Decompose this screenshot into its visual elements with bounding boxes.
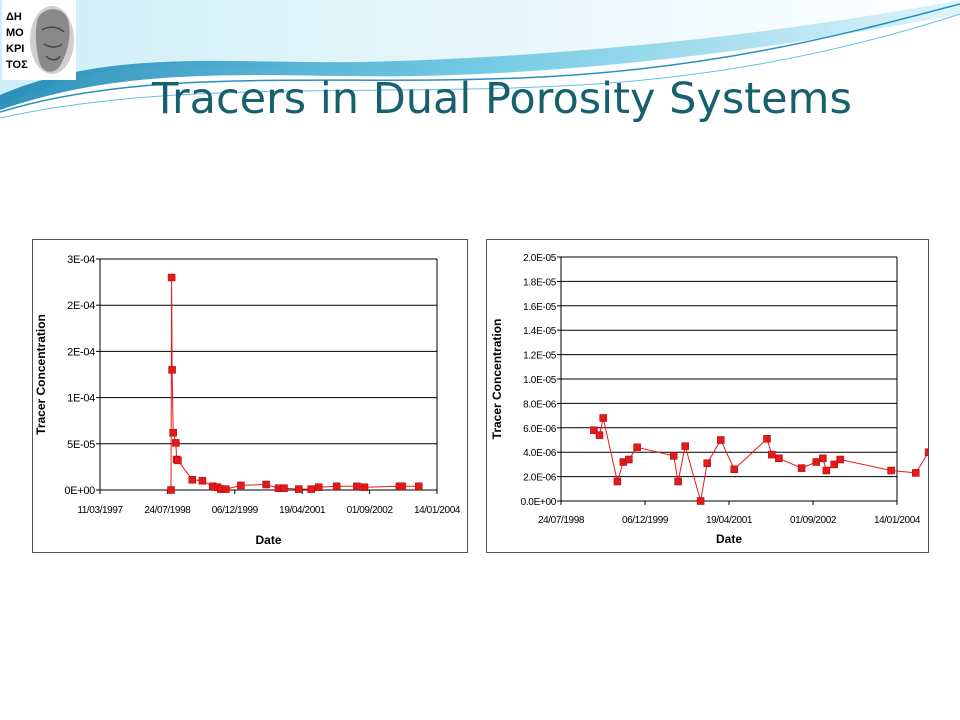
data-point (595, 431, 604, 439)
data-point (797, 464, 806, 472)
data-point (775, 454, 783, 463)
data-point (398, 482, 406, 491)
y-tick-label: 4.0E-06 (523, 448, 557, 459)
data-point (280, 484, 288, 492)
chart-1-svg: 0E+00 5E-05 1E-04 2E-04 2E-04 3E-04 11/03/1997… (34, 254, 461, 547)
data-point (172, 439, 180, 447)
x-tick-label: 19/04/2001 (706, 515, 753, 526)
x-tick-label: 06/12/1999 (622, 515, 669, 526)
data-point (768, 450, 776, 459)
y-tick-label: 1.8E-05 (523, 277, 557, 288)
chart-tracer-concentration-1: 0E+00 5E-05 1E-04 2E-04 2E-04 3E-04 11/03/1997… (32, 239, 468, 553)
x-tick-label: 06/12/1999 (212, 505, 259, 516)
y-tick-label: 2.0E-06 (523, 473, 557, 484)
data-point (669, 452, 678, 460)
logo-text-line1: ΔΗ (6, 11, 22, 23)
data-point (703, 459, 711, 467)
data-point (262, 480, 270, 489)
x-axis-title: Date (255, 533, 281, 547)
data-point (167, 486, 175, 494)
data-point (696, 497, 705, 505)
data-point (169, 428, 177, 437)
data-point (812, 458, 820, 466)
data-point (633, 443, 641, 452)
y-tick-label: 6.0E-06 (523, 424, 557, 435)
data-point (360, 483, 369, 491)
x-tick-label: 01/09/2002 (790, 515, 837, 526)
data-point (315, 483, 323, 491)
data-point (836, 455, 844, 464)
data-point (222, 485, 230, 493)
data-point (307, 485, 315, 493)
y-tick-label: 2E-04 (67, 346, 95, 358)
y-axis-title: Tracer Concentration (490, 319, 504, 440)
series-line (170, 277, 419, 491)
data-point (167, 273, 176, 282)
data-point (198, 477, 207, 485)
series-line (593, 417, 928, 502)
x-tick-label: 19/04/2001 (279, 505, 326, 516)
x-axis-title: Date (716, 532, 742, 546)
y-tick-label: 2E-04 (67, 300, 95, 312)
data-point (681, 442, 689, 450)
data-point (590, 426, 598, 434)
data-point (924, 448, 928, 456)
data-point (717, 436, 725, 444)
data-point (822, 466, 831, 475)
data-point (763, 435, 771, 443)
logo-text-line4: ΤΟΣ (6, 59, 28, 71)
chart-tracer-concentration-2: 0.0E+00 2.0E-06 4.0E-06 6.0E-06 8.0E-06 1.0E-… (486, 239, 929, 553)
y-tick-label: 1.2E-05 (523, 351, 557, 362)
data-point (887, 466, 895, 475)
data-point (613, 477, 622, 486)
data-point (912, 469, 920, 477)
data-point (237, 481, 245, 490)
data-point (415, 482, 423, 491)
y-tick-label: 1E-04 (67, 393, 95, 405)
data-point (730, 465, 738, 474)
y-tick-label: 0.0E+00 (521, 497, 557, 508)
data-point (674, 477, 682, 486)
slide-title: Tracers in Dual Porosity Systems (152, 74, 852, 124)
data-point (819, 454, 827, 463)
data-point (174, 456, 182, 465)
data-point (168, 366, 176, 374)
data-point (830, 460, 838, 469)
chart-2-svg: 0.0E+00 2.0E-06 4.0E-06 6.0E-06 8.0E-06 1.0E-… (490, 253, 928, 546)
y-tick-label: 2.0E-05 (523, 253, 557, 264)
y-tick-label: 5E-05 (67, 439, 95, 451)
y-tick-label: 1.0E-05 (523, 375, 557, 386)
data-point (332, 482, 341, 491)
data-point (599, 414, 607, 422)
y-tick-label: 1.6E-05 (523, 302, 557, 313)
y-tick-label: 3E-04 (67, 254, 95, 266)
x-tick-label: 14/01/2004 (874, 515, 921, 526)
y-axis-title: Tracer Concentration (34, 314, 48, 435)
header-wave-decoration (0, 0, 960, 119)
x-tick-label: 24/07/1998 (144, 505, 191, 516)
x-tick-label: 11/03/1997 (77, 505, 123, 516)
data-point (295, 485, 303, 493)
x-tick-label: 01/09/2002 (347, 505, 394, 516)
data-point (353, 482, 361, 491)
logo: ΔΗ ΜΟ ΚΡΙ ΤΟΣ (2, 0, 76, 80)
x-tick-label: 14/01/2004 (414, 505, 461, 516)
logo-text-line3: ΚΡΙ (6, 43, 24, 55)
logo-text-line2: ΜΟ (6, 27, 24, 39)
y-tick-label: 0E+00 (64, 485, 95, 497)
y-tick-label: 1.4E-05 (523, 326, 557, 337)
x-tick-label: 24/07/1998 (538, 515, 585, 526)
data-point (188, 476, 197, 484)
data-point (625, 455, 633, 464)
y-tick-label: 8.0E-06 (523, 399, 557, 410)
